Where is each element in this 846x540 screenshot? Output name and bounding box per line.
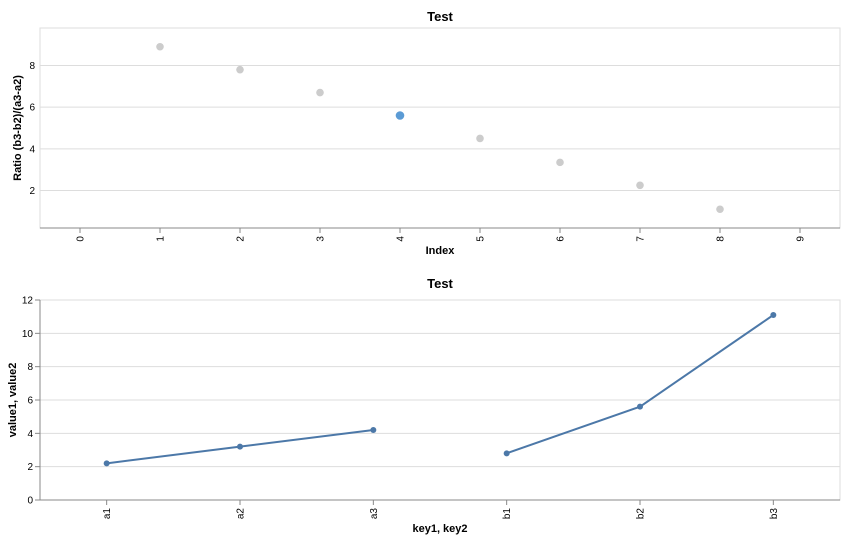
chart1-x-tick-label: 0 <box>76 236 87 242</box>
chart2-point[interactable] <box>237 443 243 450</box>
chart2-x-tick-label: a1 <box>102 508 113 520</box>
chart1-x-tick-label: 5 <box>476 236 487 242</box>
chart2-x-tick-label: b1 <box>502 508 513 520</box>
chart1-x-tick-label: 2 <box>236 236 247 242</box>
chart1-x-tick-label: 6 <box>556 236 567 242</box>
chart1-y-tick-label: 2 <box>29 186 35 197</box>
chart1-y-tick-label: 6 <box>29 103 35 114</box>
chart1-point[interactable] <box>636 181 644 190</box>
chart1-x-tick-label: 4 <box>396 236 407 242</box>
chart2-y-tick-label: 6 <box>27 396 33 407</box>
chart2-point[interactable] <box>370 427 377 433</box>
chart1-title: Test <box>427 9 453 24</box>
chart2-y-tick-label: 8 <box>27 362 33 373</box>
chart2-x-axis-title: key1, key2 <box>412 523 467 535</box>
chart2-title: Test <box>427 276 453 291</box>
chart2-x-tick-label: b3 <box>769 508 780 520</box>
scatter-chart: Test 0 1 2 3 4 5 6 7 8 9 2 4 6 8 Index Ratio (b3-b2)… <box>12 9 841 257</box>
chart2-x-tick-label: a2 <box>236 508 247 520</box>
chart1-x-tick-label: 7 <box>636 236 647 242</box>
chart1-plot-frame <box>39 27 841 229</box>
chart2-y-axis-title: value1, value2 <box>7 363 19 438</box>
chart1-y-tick-label: 8 <box>29 61 35 72</box>
chart2-point[interactable] <box>103 460 110 467</box>
chart2-point[interactable] <box>770 312 777 318</box>
chart1-point[interactable] <box>476 134 484 143</box>
chart1-point[interactable] <box>716 205 724 214</box>
chart2-y-tick-label: 10 <box>22 329 34 340</box>
chart2-x-tick-label: b2 <box>636 508 647 520</box>
chart1-x-tick-label: 1 <box>156 236 167 242</box>
line-chart: Test a1 a2 a3 b1 b2 b3 0 2 4 6 8 10 12 key1, key2 v… <box>7 276 841 535</box>
chart1-x-axis-title: Index <box>426 245 456 257</box>
chart1-point-highlighted[interactable] <box>395 111 405 120</box>
chart2-y-tick-label: 4 <box>27 429 33 440</box>
chart2-y-tick-label: 2 <box>27 462 33 473</box>
chart1-x-tick-label: 8 <box>716 236 727 242</box>
chart2-series-line <box>506 314 774 455</box>
chart2-point[interactable] <box>503 450 510 457</box>
chart1-point[interactable] <box>156 42 164 51</box>
chart1-x-tick-label: 3 <box>316 236 327 242</box>
chart1-y-axis-title: Ratio (b3-b2)/(a3-a2) <box>12 75 24 181</box>
chart2-y-tick-label: 12 <box>22 296 34 307</box>
chart2-x-tick-label: a3 <box>369 508 380 520</box>
chart1-x-tick-label: 9 <box>796 236 807 242</box>
chart1-y-tick-label: 4 <box>29 144 35 155</box>
chart2-point[interactable] <box>637 403 643 410</box>
chart1-point[interactable] <box>556 158 564 167</box>
chart1-point[interactable] <box>316 88 324 97</box>
chart2-y-tick-label: 0 <box>27 496 33 507</box>
chart1-point[interactable] <box>236 65 244 74</box>
